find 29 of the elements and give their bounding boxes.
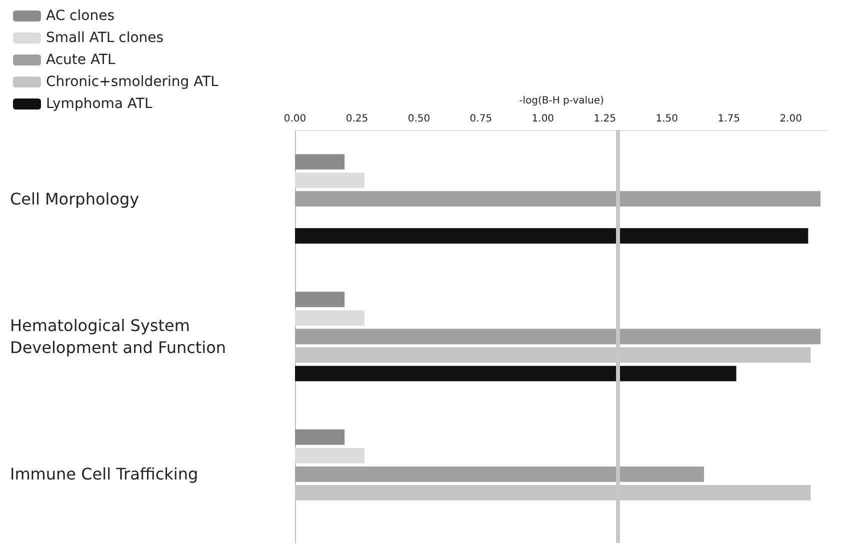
x-tick-label: 1.50: [656, 114, 678, 124]
bar: [295, 328, 821, 344]
x-tick-label: 0.00: [284, 114, 306, 124]
bar: [295, 191, 821, 207]
bar: [295, 292, 345, 308]
bar: [295, 172, 364, 188]
legend-label: AC clones: [46, 8, 114, 24]
x-tick-label: 0.75: [470, 114, 492, 124]
bar: [295, 429, 345, 445]
x-axis-title: -log(B-H p-value): [519, 96, 604, 106]
y-tick-label: Hematological System Development and Function: [10, 316, 226, 357]
bar: [295, 366, 736, 382]
bar: [295, 310, 364, 326]
bar: [295, 448, 364, 464]
x-tick-label: 0.50: [408, 114, 430, 124]
legend-label: Small ATL clones: [46, 30, 164, 46]
x-tick-label: 2.00: [780, 114, 802, 124]
legend-label: Acute ATL: [46, 52, 116, 68]
x-tick-label: 1.75: [718, 114, 740, 124]
bar: [295, 154, 345, 170]
bar: [295, 466, 704, 482]
x-tick-label: 1.25: [594, 114, 616, 124]
bar: [295, 228, 808, 244]
y-tick-label: Immune Cell Trafficking: [10, 464, 198, 484]
x-tick-label: 1.00: [532, 114, 554, 124]
legend-label: Chronic+smoldering ATL: [46, 74, 219, 90]
y-tick-label: Cell Morphology: [10, 189, 140, 208]
legend-label: Lymphoma ATL: [46, 96, 152, 112]
x-tick-label: 0.25: [346, 114, 368, 124]
